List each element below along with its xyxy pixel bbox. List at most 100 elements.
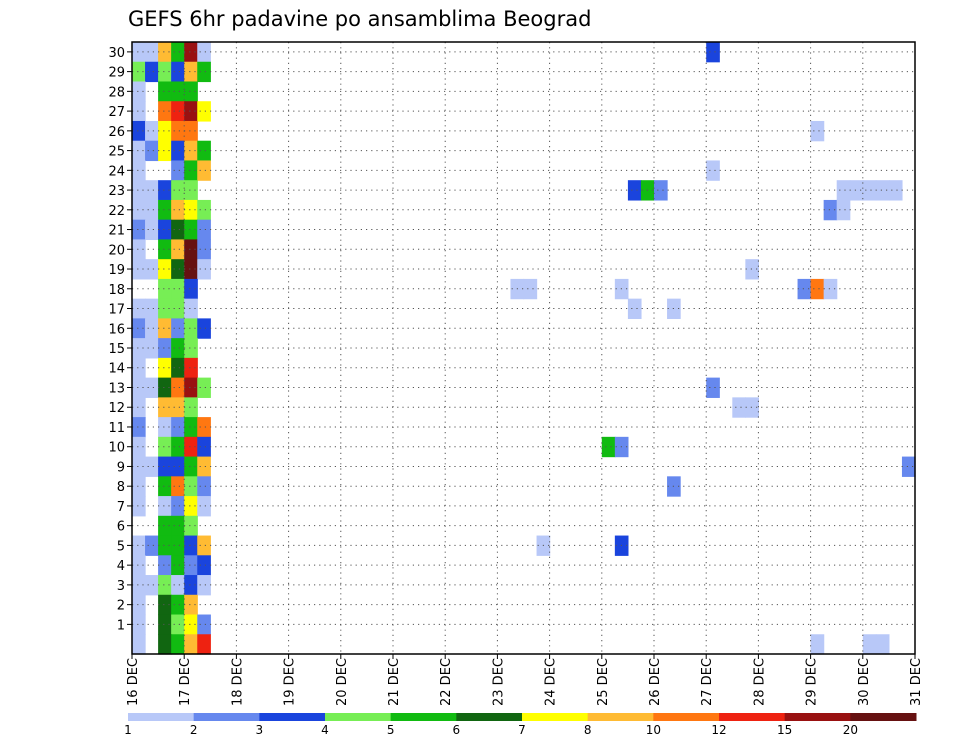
heatmap-cell xyxy=(132,377,146,398)
colorbar-label: 2 xyxy=(190,723,198,737)
heatmap-cell xyxy=(197,42,211,63)
heatmap-cell xyxy=(184,259,198,280)
colorbar-swatch xyxy=(456,713,523,721)
colorbar-swatch xyxy=(522,713,589,721)
heatmap-cell xyxy=(184,496,198,517)
heatmap-cell xyxy=(901,456,916,477)
heatmap-cell xyxy=(171,496,185,517)
heatmap-cell xyxy=(171,81,185,102)
heatmap-cell xyxy=(171,318,185,339)
y-tick-label: 9 xyxy=(117,460,125,475)
heatmap-cell xyxy=(197,496,211,517)
y-tick-label: 17 xyxy=(108,303,125,318)
x-tick-label: 28 DEC xyxy=(752,658,767,706)
heatmap-cell xyxy=(197,219,211,241)
colorbar-label: 10 xyxy=(646,723,661,737)
heatmap-cell xyxy=(171,575,185,596)
x-tick-label: 23 DEC xyxy=(491,658,506,706)
heatmap-cell xyxy=(184,120,198,142)
heatmap-cell xyxy=(849,180,864,201)
x-tick-label: 29 DEC xyxy=(805,658,820,706)
colorbar-swatch xyxy=(193,713,260,721)
x-tick-label: 24 DEC xyxy=(544,658,559,706)
heatmap-cell xyxy=(145,298,159,319)
heatmap-cell xyxy=(171,259,185,280)
heatmap-cell xyxy=(132,120,146,142)
y-tick-label: 10 xyxy=(108,441,125,456)
heatmap-cell xyxy=(184,180,198,201)
heatmap-cell xyxy=(132,199,146,221)
heatmap-cell xyxy=(184,160,198,181)
colorbar-swatch xyxy=(784,713,851,721)
colorbar-swatch xyxy=(390,713,457,721)
y-tick-label: 24 xyxy=(108,164,125,179)
heatmap-cell xyxy=(184,634,198,655)
colorbar-label: 12 xyxy=(711,723,726,737)
heatmap-cell xyxy=(184,338,198,359)
heatmap-cell xyxy=(132,614,146,635)
heatmap-cell xyxy=(132,219,146,241)
heatmap-cell xyxy=(171,377,185,398)
heatmap-cell xyxy=(158,101,172,122)
heatmap-cell xyxy=(171,61,185,83)
x-tick-label: 18 DEC xyxy=(230,658,245,706)
heatmap-cell xyxy=(184,199,198,221)
heatmap-cell xyxy=(171,140,185,162)
y-tick-label: 22 xyxy=(108,204,125,219)
y-tick-label: 4 xyxy=(117,559,125,574)
heatmap-cell xyxy=(158,81,172,102)
heatmap-cell xyxy=(197,476,211,497)
colorbar-label: 8 xyxy=(584,723,592,737)
heatmap-cell xyxy=(197,61,211,83)
heatmap-cell xyxy=(132,417,146,438)
heatmap-cell xyxy=(171,42,185,63)
heatmap-cell xyxy=(184,614,198,635)
heatmap-cell xyxy=(184,101,198,122)
heatmap-cell xyxy=(184,42,198,63)
x-tick-label: 30 DEC xyxy=(857,658,872,706)
heatmap-cell xyxy=(132,496,146,517)
heatmap-cell xyxy=(862,180,877,201)
x-tick-label: 17 DEC xyxy=(178,658,193,706)
heatmap-cell xyxy=(132,160,146,181)
heatmap-cell xyxy=(145,535,159,556)
heatmap-cell xyxy=(132,535,146,556)
y-tick-label: 14 xyxy=(108,362,125,377)
x-tick-label: 31 DEC xyxy=(909,658,924,706)
heatmap-cell xyxy=(875,180,890,201)
heatmap-cell xyxy=(158,239,172,260)
heatmap-cell xyxy=(158,555,172,576)
heatmap-cell xyxy=(158,357,172,379)
y-tick-label: 29 xyxy=(108,66,125,81)
heatmap-cell xyxy=(706,377,720,398)
heatmap-cell xyxy=(158,318,172,339)
heatmap-cell xyxy=(875,634,890,655)
heatmap-cell xyxy=(184,219,198,241)
heatmap-cell xyxy=(171,239,185,260)
heatmap-cell xyxy=(158,456,172,477)
heatmap-cell xyxy=(197,535,211,556)
heatmap-cell xyxy=(158,61,172,83)
heatmap-cell xyxy=(158,377,172,398)
heatmap-cell xyxy=(145,180,159,201)
y-tick-label: 2 xyxy=(117,599,125,614)
colorbar: 1 2 3 4 5 6 7 8 10 12 15 20 xyxy=(124,713,917,737)
heatmap-cell xyxy=(654,180,668,201)
y-tick-label: 23 xyxy=(108,184,125,199)
heatmap-cell xyxy=(132,555,146,576)
heatmap-cell xyxy=(132,259,146,280)
colorbar-label: 1 xyxy=(124,723,132,737)
colorbar-label: 4 xyxy=(321,723,329,737)
colorbar-label: 15 xyxy=(777,723,792,737)
heatmap-cell xyxy=(145,377,159,398)
heatmap-cell xyxy=(132,436,146,458)
heatmap-cell xyxy=(158,278,172,300)
heatmap-cell xyxy=(132,42,146,63)
heatmap-cell xyxy=(197,318,211,339)
colorbar-label: 7 xyxy=(518,723,526,737)
heatmap-cell xyxy=(184,594,198,616)
heatmap-cell xyxy=(132,318,146,339)
heatmap-cell xyxy=(145,140,159,162)
heatmap-cell xyxy=(158,338,172,359)
heatmap-cell xyxy=(184,377,198,398)
